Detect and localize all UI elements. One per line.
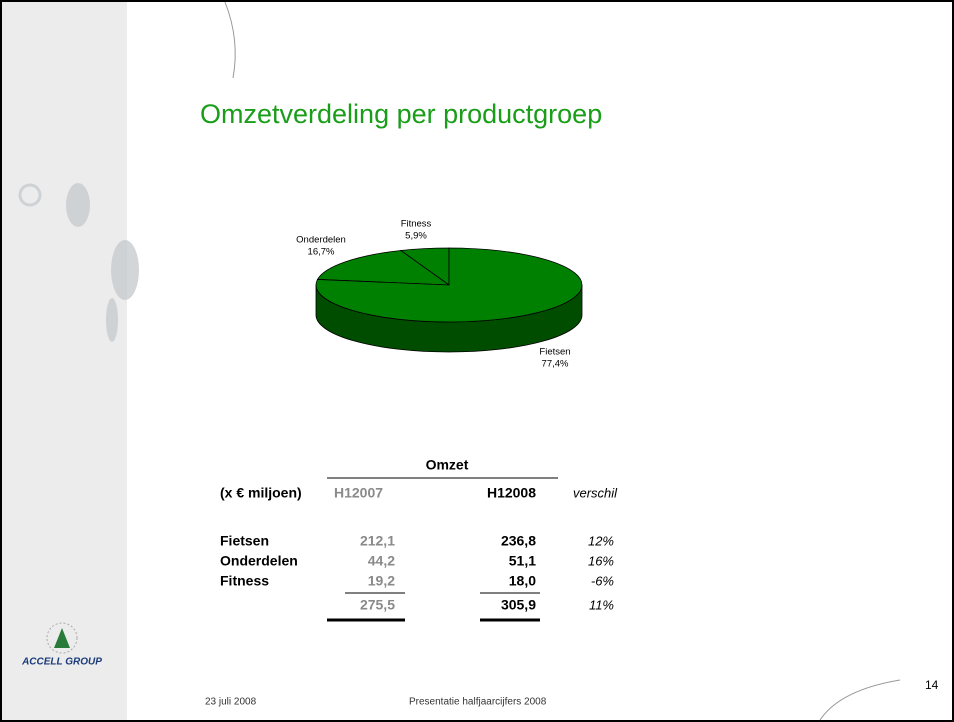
cell: 44,2 [368,553,395,569]
logo: ACCELL GROUP [21,622,102,668]
cell: 212,1 [360,533,395,549]
footer-date: 23 juli 2008 [205,697,257,708]
logo-text: ACCELL GROUP [21,657,102,668]
slide-title: Omzetverdeling per productgroep [200,99,602,129]
slice-label: Fitness [401,219,432,230]
pie-slice [315,247,583,323]
table-rows: Fietsen 212,1 236,8 12% Onderdelen 44,2 51,1 16… [220,533,614,589]
cell: 16% [588,553,614,568]
row-label: Fietsen [220,533,269,549]
total-cell: 11% [589,597,614,612]
curve-top [224,1,236,79]
unit-header: (x € miljoen) [220,485,302,501]
col-header: H12008 [487,485,536,501]
cell: 12% [588,533,614,548]
slice-value-label: 5,9% [405,231,427,242]
total-cell: 305,9 [501,597,536,613]
slice-value-label: 77,4% [542,359,569,370]
total-cell: 275,5 [360,597,395,613]
table-group-header: Omzet [426,457,469,473]
pie-slice [316,250,451,286]
cell: 19,2 [368,573,395,589]
cell: 51,1 [509,553,536,569]
curve-bottom [819,679,901,721]
cell: 18,0 [509,573,536,589]
slice-label: Fietsen [539,347,570,358]
slice-label: Onderdelen [296,235,346,246]
page-number: 14 [925,678,939,692]
side-strip [1,1,127,721]
footer-title: Presentatie halfjaarcijfers 2008 [409,697,547,708]
slice-value-label: 16,7% [308,247,335,258]
cell: 236,8 [501,533,536,549]
cyclists-decoration [18,183,139,342]
col-header: verschil [573,485,618,500]
cell: -6% [591,573,614,588]
row-label: Onderdelen [220,553,298,569]
col-header: H12007 [334,485,383,501]
row-label: Fitness [220,573,269,589]
